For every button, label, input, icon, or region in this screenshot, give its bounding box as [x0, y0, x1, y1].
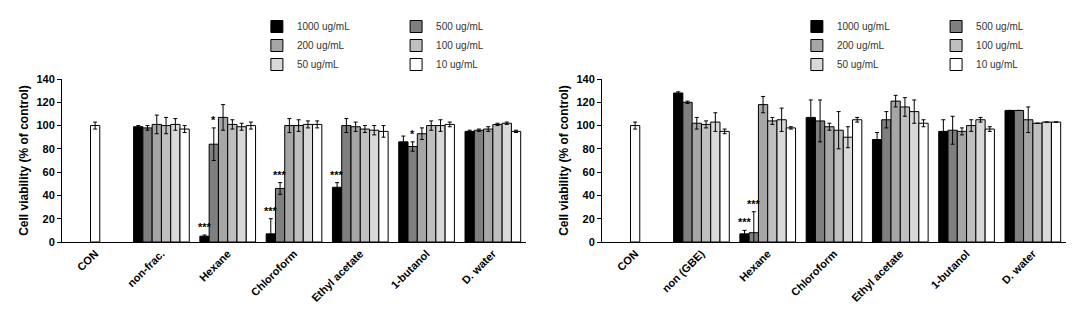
svg-text:Chloroform: Chloroform [788, 247, 839, 298]
svg-text:1000 ug/mL: 1000 ug/mL [297, 21, 350, 32]
svg-text:20: 20 [43, 213, 55, 225]
svg-text:***: *** [330, 169, 344, 181]
svg-text:100 ug/mL: 100 ug/mL [976, 40, 1024, 51]
svg-text:100: 100 [36, 119, 54, 131]
svg-text:Hexane: Hexane [197, 248, 233, 284]
svg-text:***: *** [264, 205, 278, 217]
svg-text:1-butanol: 1-butanol [388, 248, 431, 291]
svg-text:60: 60 [583, 166, 595, 178]
svg-text:100 ug/mL: 100 ug/mL [436, 40, 484, 51]
svg-text:D. water: D. water [459, 247, 498, 286]
svg-text:D. water: D. water [999, 247, 1038, 286]
svg-text:***: *** [747, 198, 761, 210]
svg-text:80: 80 [43, 143, 55, 155]
svg-text:1-butanol: 1-butanol [928, 248, 971, 291]
svg-text:CON: CON [75, 247, 101, 273]
svg-text:0: 0 [589, 236, 595, 248]
svg-text:40: 40 [583, 189, 595, 201]
svg-text:Chloroform: Chloroform [248, 247, 299, 298]
svg-text:10 ug/mL: 10 ug/mL [436, 59, 478, 70]
svg-text:Cell viability (% of control): Cell viability (% of control) [17, 85, 31, 236]
svg-text:140: 140 [36, 73, 54, 85]
svg-text:10 ug/mL: 10 ug/mL [976, 59, 1018, 70]
svg-text:Hexane: Hexane [737, 248, 773, 284]
svg-text:200 ug/mL: 200 ug/mL [297, 40, 345, 51]
svg-text:140: 140 [576, 73, 594, 85]
svg-text:non-frac.: non-frac. [125, 248, 167, 290]
svg-text:200 ug/mL: 200 ug/mL [837, 40, 885, 51]
svg-text:120: 120 [576, 96, 594, 108]
svg-text:non (GBE): non (GBE) [660, 247, 707, 294]
svg-text:CON: CON [615, 247, 641, 273]
svg-text:***: *** [198, 221, 212, 233]
svg-text:50 ug/mL: 50 ug/mL [297, 59, 339, 70]
svg-text:0: 0 [49, 236, 55, 248]
svg-text:20: 20 [583, 213, 595, 225]
svg-text:80: 80 [583, 143, 595, 155]
svg-text:1000 ug/mL: 1000 ug/mL [837, 21, 890, 32]
svg-text:120: 120 [36, 96, 54, 108]
svg-text:Ethyl acetate: Ethyl acetate [849, 248, 905, 304]
svg-text:500 ug/mL: 500 ug/mL [976, 21, 1024, 32]
svg-text:100: 100 [576, 119, 594, 131]
svg-text:50 ug/mL: 50 ug/mL [837, 59, 879, 70]
svg-text:***: *** [738, 216, 752, 228]
svg-text:Ethyl acetate: Ethyl acetate [309, 248, 365, 304]
svg-text:40: 40 [43, 189, 55, 201]
svg-text:500 ug/mL: 500 ug/mL [436, 21, 484, 32]
svg-text:*: * [211, 114, 216, 126]
svg-text:***: *** [273, 169, 287, 181]
svg-text:Cell viability (% of control): Cell viability (% of control) [557, 85, 571, 236]
svg-text:60: 60 [43, 166, 55, 178]
svg-text:*: * [410, 128, 415, 140]
